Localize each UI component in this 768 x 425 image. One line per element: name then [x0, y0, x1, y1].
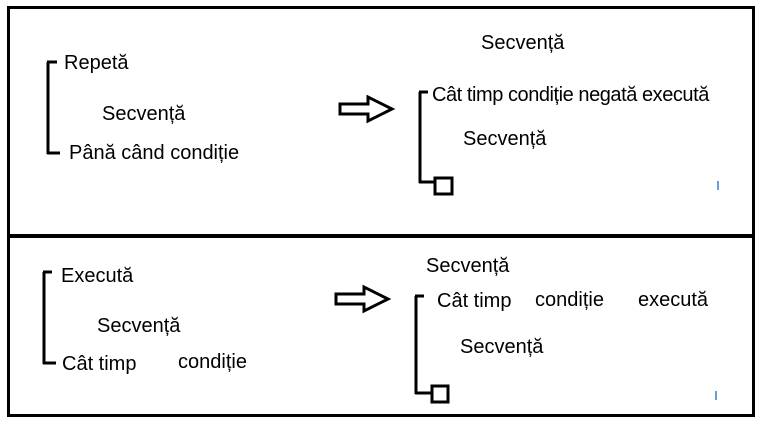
bottom-right-loop-label-c: execută: [638, 289, 709, 311]
top-right-body-label: Secvență: [463, 128, 547, 150]
top-left-bracket: [46, 60, 60, 155]
bottom-right-bracket: [414, 294, 450, 404]
top-left-start-label: Repetă: [64, 52, 129, 74]
top-right-pre-label: Secvență: [481, 32, 565, 54]
top-left-body-label: Secvență: [102, 103, 186, 125]
bottom-left-start-label: Execută: [61, 265, 134, 287]
bottom-right-loop-label-b: condiție: [535, 289, 604, 311]
bottom-left-bracket: [42, 270, 56, 365]
bottom-right-body-label: Secvență: [460, 336, 544, 358]
bottom-panel: [7, 234, 755, 417]
bottom-left-body-label: Secvență: [97, 315, 181, 337]
bottom-left-end-label-b: condiție: [178, 351, 247, 373]
top-right-loop-header: Cât timp condiție negată execută: [432, 84, 709, 106]
top-transform-arrow: [338, 94, 396, 124]
bottom-right-loop-label-a: Cât timp: [437, 290, 512, 312]
top-right-bracket: [418, 90, 454, 196]
bottom-right-pre-label: Secvență: [426, 255, 510, 277]
bottom-left-end-label-a: Cât timp: [62, 353, 137, 375]
top-left-end-label: Până când condiție: [69, 142, 240, 164]
bottom-transform-arrow: [334, 284, 392, 314]
